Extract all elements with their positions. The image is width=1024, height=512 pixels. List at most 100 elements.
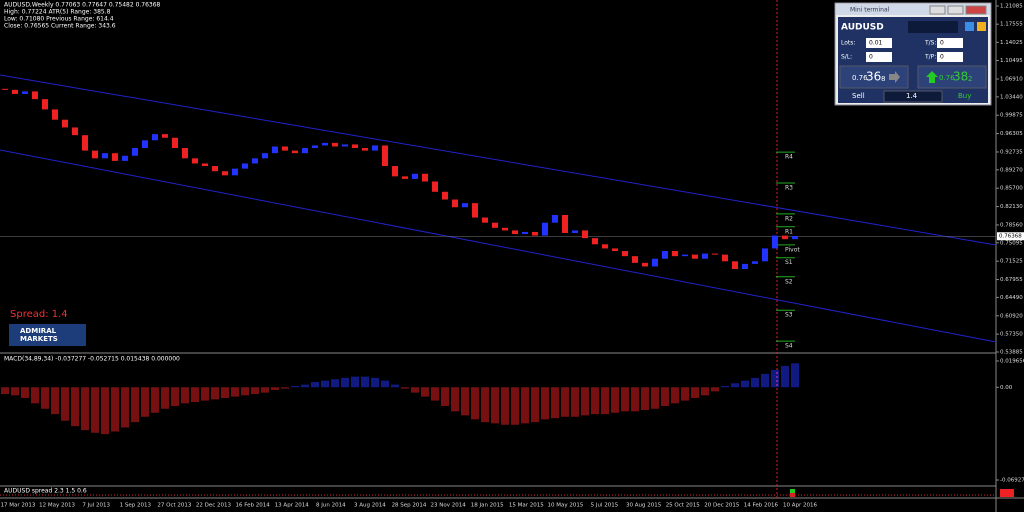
current-price-box <box>997 232 1024 241</box>
x-tick-label: 5 Jul 2015 <box>591 503 619 509</box>
lots-value: 0.01 <box>869 40 883 47</box>
x-tick-label: 17 Mar 2013 <box>1 503 36 509</box>
candle <box>562 214 568 233</box>
y-tick-label: 1.03440 <box>1000 94 1023 100</box>
candle <box>792 236 798 240</box>
candle <box>12 89 18 94</box>
candle <box>432 181 438 192</box>
x-tick-label: 27 Oct 2013 <box>157 503 192 509</box>
candle <box>452 199 458 208</box>
pivot-label: R2 <box>785 215 793 222</box>
candle <box>422 173 428 182</box>
candle <box>102 153 108 159</box>
tp-label: T/P: <box>924 54 936 61</box>
sl-input[interactable] <box>866 52 892 62</box>
candle <box>322 142 328 146</box>
close-button[interactable] <box>965 5 987 15</box>
minimize-button[interactable] <box>929 5 946 15</box>
x-tick-label: 16 Feb 2014 <box>235 503 270 509</box>
candle <box>232 168 238 176</box>
candle <box>622 251 628 257</box>
sell-arrow <box>889 71 900 83</box>
y-tick-label: 1.06910 <box>1000 76 1023 82</box>
x-tick-label: 8 Jun 2014 <box>316 503 346 509</box>
symbol-box[interactable] <box>908 21 958 33</box>
info-line: AUDUSD,Weekly 0.77063 0.77647 0.75482 0.… <box>4 2 161 9</box>
x-tick-label: 22 Dec 2013 <box>196 503 232 509</box>
x-tick-label: 12 May 2013 <box>39 503 75 509</box>
y-tick-label: 0.64490 <box>1000 295 1023 301</box>
x-tick-label: 1 Sep 2013 <box>120 503 152 509</box>
candle <box>552 214 558 223</box>
y-tick-label: 0.82130 <box>1000 204 1023 210</box>
candle <box>602 244 608 249</box>
trade-button[interactable] <box>977 22 986 31</box>
candle <box>282 146 288 151</box>
candle <box>172 137 178 149</box>
candle <box>122 155 128 161</box>
candle <box>252 158 258 164</box>
x-tick-label: 10 Apr 2016 <box>783 503 818 509</box>
settings-button[interactable] <box>965 22 974 31</box>
buy-price: 38 <box>953 70 968 84</box>
candle <box>372 145 378 151</box>
candle <box>222 171 228 176</box>
ts-input[interactable] <box>937 38 963 48</box>
candle <box>592 238 598 245</box>
pivot-label: R1 <box>785 228 793 235</box>
candle <box>392 166 398 177</box>
sell-price: 36 <box>866 70 881 84</box>
buy-arrow <box>926 71 938 83</box>
candle <box>32 91 38 100</box>
ts-value: 0 <box>940 40 944 47</box>
candle <box>192 158 198 164</box>
candle <box>52 109 58 120</box>
info-line: Low: 0.71080 Previous Range: 614.4 <box>4 16 114 23</box>
candle <box>412 173 418 179</box>
candle <box>512 230 518 235</box>
maximize-button[interactable] <box>947 5 964 15</box>
candle <box>782 235 788 240</box>
candle <box>642 262 648 267</box>
current-price-label: 0.76368 <box>999 234 1022 240</box>
buy-label: Buy <box>958 92 971 100</box>
x-tick-label: 30 Aug 2015 <box>626 503 662 509</box>
y-tick-label: 1.17555 <box>1000 22 1023 28</box>
candle <box>212 166 218 172</box>
macd-tick-label: -0.069275 <box>1000 478 1024 484</box>
candle <box>572 230 578 233</box>
pivot-label: S1 <box>785 259 793 266</box>
x-tick-label: 28 Sep 2014 <box>392 503 427 509</box>
candle <box>752 261 758 264</box>
pivot-label: R4 <box>785 154 793 161</box>
tp-value: 0 <box>940 54 944 61</box>
candle <box>682 254 688 257</box>
candle <box>22 91 28 94</box>
candle <box>62 119 68 128</box>
candle <box>482 217 488 223</box>
candle <box>702 253 708 259</box>
y-tick-label: 0.53885 <box>1000 350 1023 356</box>
x-tick-label: 18 Jan 2015 <box>471 503 504 509</box>
sell-button[interactable] <box>839 65 909 89</box>
pivot-label: R3 <box>785 185 793 192</box>
mini-terminal: Mini terminal AUDUSD Lots: 0.01 T/S: 0 S… <box>834 2 992 106</box>
sell-price: 8 <box>881 75 885 83</box>
channel-line <box>0 149 997 343</box>
candle <box>502 227 508 231</box>
spread-label: Spread: 1.4 <box>10 309 68 320</box>
candle <box>762 248 768 262</box>
x-tick-label: 10 May 2015 <box>547 503 583 509</box>
candle <box>692 254 698 259</box>
lots-input[interactable] <box>866 38 892 48</box>
tp-input[interactable] <box>937 52 963 62</box>
candle <box>382 145 388 167</box>
spread-box <box>883 90 943 103</box>
y-tick-label: 0.99875 <box>1000 113 1023 119</box>
candle <box>72 127 78 136</box>
candle <box>652 258 658 267</box>
y-tick-label: 0.96305 <box>1000 131 1023 137</box>
candle <box>262 153 268 159</box>
candle <box>712 253 718 255</box>
channel-line <box>0 74 997 246</box>
